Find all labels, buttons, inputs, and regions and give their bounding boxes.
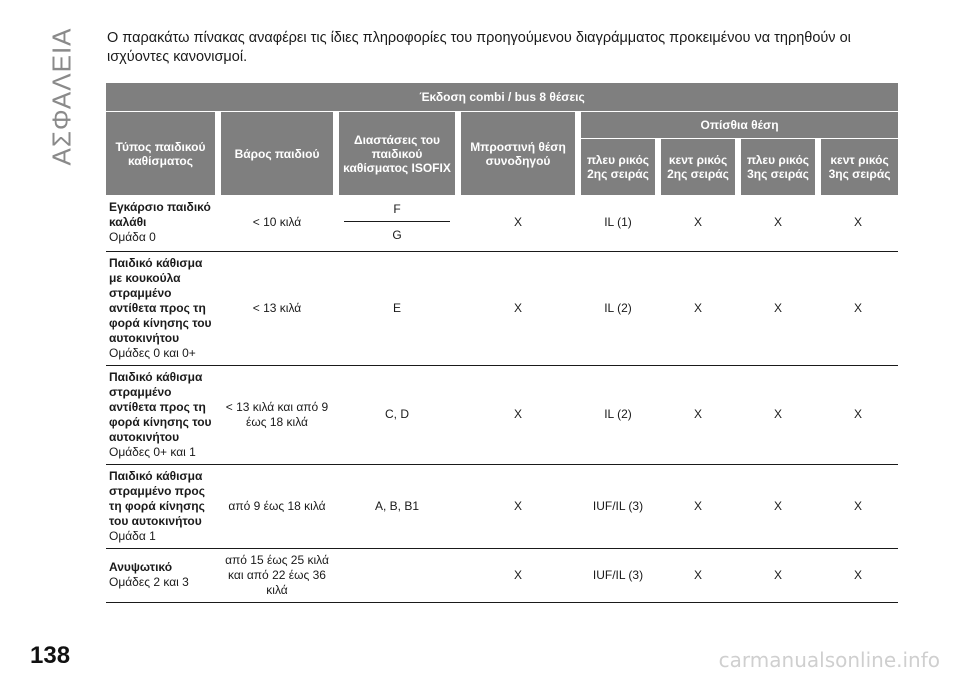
seat-type-name: Παιδικό κάθισμα στραμμένο αντίθετα προς …: [109, 369, 212, 444]
header-rear-side-row2: πλευ ρικός 2ης σειράς: [575, 138, 658, 195]
dimensions-cell: [336, 548, 458, 603]
table-row: Παιδικό κάθισμα με κουκούλα στραμμένο αν…: [106, 251, 899, 366]
site-watermark: carmanualsonline.info: [718, 648, 940, 672]
weight-cell: < 13 κιλά: [218, 251, 336, 366]
rear-cell: X: [658, 548, 738, 603]
front-seat-cell: X: [458, 548, 578, 603]
dimensions-cell: F G: [336, 195, 458, 252]
rear-cell: X: [738, 548, 818, 603]
header-seat-dimensions: Διαστάσεις του παιδικού καθίσματος ISOFI…: [333, 111, 458, 195]
seat-type-cell: Εγκάρσιο παιδικό καλάθι Ομάδα 0: [106, 195, 218, 252]
table-title: Έκδοση combi / bus 8 θέσεις: [106, 83, 899, 112]
seat-type-group: Ομάδες 2 και 3: [109, 575, 189, 589]
header-rear-center-row2: κεντ ρικός 2ης σειράς: [655, 138, 738, 195]
rear-cell: IUF/IL (3): [578, 548, 658, 603]
header-rear-side-row3: πλευ ρικός 3ης σειράς: [735, 138, 818, 195]
dimensions-cell: A, B, B1: [336, 464, 458, 549]
seat-type-cell: Ανυψωτικό Ομάδες 2 και 3: [106, 548, 218, 603]
front-seat-cell: X: [458, 464, 578, 549]
seat-type-name: Εγκάρσιο παιδικό καλάθι: [109, 200, 211, 230]
seat-type-group: Ομάδα 1: [109, 528, 156, 543]
table-row: Παιδικό κάθισμα στραμμένο προς τη φορά κ…: [106, 464, 899, 549]
rear-cell: X: [658, 464, 738, 549]
dimensions-cell: C, D: [336, 365, 458, 465]
rear-cell: IL (2): [578, 365, 658, 465]
header-rear-seat: Οπίσθια θέση: [574, 111, 899, 139]
dimension-class-g: G: [392, 228, 402, 243]
rear-cell: X: [818, 548, 899, 603]
rear-cell: X: [738, 365, 818, 465]
rear-cell: IUF/IL (3): [578, 464, 658, 549]
rear-cell: X: [738, 251, 818, 366]
seat-type-group: Ομάδες 0 και 0+: [109, 345, 196, 360]
seat-type-name: Παιδικό κάθισμα στραμμένο προς τη φορά κ…: [109, 468, 205, 528]
front-seat-cell: X: [458, 365, 578, 465]
rear-cell: IL (1): [578, 195, 658, 252]
rear-cell: X: [738, 195, 818, 252]
header-seat-type: Τύπος παιδικού καθίσματος: [106, 111, 218, 195]
seat-type-cell: Παιδικό κάθισμα στραμμένο αντίθετα προς …: [106, 365, 218, 465]
seat-type-group: Ομάδες 0+ και 1: [109, 444, 196, 459]
seat-type-name: Παιδικό κάθισμα με κουκούλα στραμμένο αν…: [109, 255, 212, 345]
rear-cell: X: [818, 195, 899, 252]
dimension-class-f: F: [344, 202, 450, 223]
front-seat-cell: X: [458, 195, 578, 252]
seat-type-group: Ομάδα 0: [109, 230, 156, 245]
table-row: Παιδικό κάθισμα στραμμένο αντίθετα προς …: [106, 365, 899, 465]
rear-cell: X: [658, 195, 738, 252]
weight-cell: από 15 έως 25 κιλά και από 22 έως 36 κιλ…: [218, 548, 336, 603]
isofix-seat-table: Έκδοση combi / bus 8 θέσεις Τύπος παιδικ…: [106, 83, 899, 603]
section-side-title: ΑΣΦΑΛΕΙΑ: [42, 26, 82, 166]
rear-cell: X: [818, 251, 899, 366]
dimensions-cell: E: [336, 251, 458, 366]
header-child-weight: Βάρος παιδιού: [215, 111, 336, 195]
rear-cell: IL (2): [578, 251, 658, 366]
intro-paragraph: Ο παρακάτω πίνακας αναφέρει τις ίδιες πλ…: [107, 30, 851, 65]
section-title-text: ΑΣΦΑΛΕΙΑ: [46, 26, 77, 166]
table-row: Ανυψωτικό Ομάδες 2 και 3 από 15 έως 25 κ…: [106, 548, 899, 603]
front-seat-cell: X: [458, 251, 578, 366]
header-front-passenger: Μπροστινή θέση συνοδηγού: [455, 111, 578, 195]
rear-cell: X: [738, 464, 818, 549]
weight-cell: από 9 έως 18 κιλά: [218, 464, 336, 549]
rear-cell: X: [818, 464, 899, 549]
seat-type-cell: Παιδικό κάθισμα στραμμένο προς τη φορά κ…: [106, 464, 218, 549]
rear-cell: X: [658, 365, 738, 465]
seat-type-cell: Παιδικό κάθισμα με κουκούλα στραμμένο αν…: [106, 251, 218, 366]
rear-cell: X: [818, 365, 899, 465]
table-row: Εγκάρσιο παιδικό καλάθι Ομάδα 0 < 10 κιλ…: [106, 195, 899, 252]
header-rear-center-row3: κεντ ρικός 3ης σειράς: [814, 138, 899, 195]
weight-cell: < 13 κιλά και από 9 έως 18 κιλά: [218, 365, 336, 465]
seat-type-name: Ανυψωτικό: [109, 560, 173, 574]
rear-cell: X: [658, 251, 738, 366]
weight-cell: < 10 κιλά: [218, 195, 336, 252]
page-number: 138: [30, 642, 71, 669]
